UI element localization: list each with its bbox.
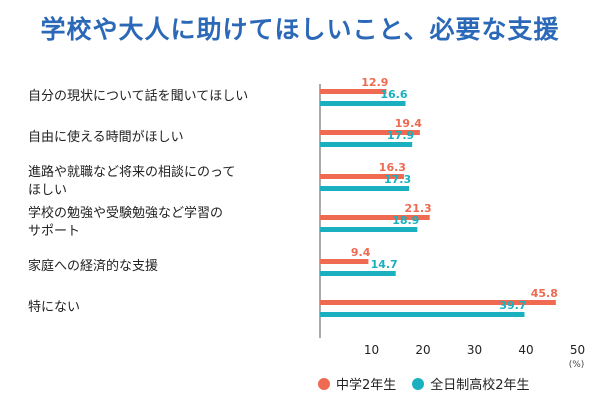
data-label-series-1: 9.4	[351, 246, 371, 259]
category-label: 家庭への経済的な支援	[28, 258, 298, 276]
category-label: 自分の現状について話を聞いてほしい	[28, 88, 298, 106]
category-label-line: 学校の勉強や受験勉強など学習の	[28, 206, 224, 221]
data-label-series-1: 21.3	[405, 202, 432, 215]
data-label-series-2: 17.3	[384, 173, 411, 186]
bar-series-1	[320, 300, 556, 305]
data-label-series-2: 17.9	[387, 129, 414, 142]
category-label-line: ほしい	[28, 183, 68, 198]
category-label: 自由に使える時間がほしい	[28, 129, 298, 147]
bar-series-2	[320, 101, 406, 106]
x-tick-label: 30	[467, 343, 482, 357]
bar-series-1	[320, 215, 430, 220]
bar-series-1	[320, 174, 404, 179]
data-label-series-2: 16.6	[380, 88, 407, 101]
bar-series-2	[320, 186, 410, 191]
category-label-line: 家庭への経済的な支援	[28, 259, 159, 274]
category-label: 特にない	[28, 299, 298, 317]
category-label-line: 自由に使える時間がほしい	[28, 130, 184, 145]
bar-series-2	[320, 142, 413, 147]
bar-series-2	[320, 271, 396, 276]
data-label-series-1: 19.4	[395, 117, 422, 130]
category-label: 学校の勉強や受験勉強など学習の サポート	[28, 205, 298, 241]
legend-label-series-2: 全日制高校2年生	[430, 378, 530, 393]
data-label-series-1: 16.3	[379, 161, 406, 174]
legend: 中学2年生 全日制高校2年生	[318, 374, 530, 393]
category-label-line: 自分の現状について話を聞いてほしい	[28, 89, 249, 104]
x-unit-label: (%)	[569, 360, 585, 370]
x-tick-label: 20	[415, 343, 430, 357]
legend-item-series-1: 中学2年生	[318, 374, 396, 393]
bar-series-1	[320, 259, 369, 264]
data-label-series-2: 18.9	[392, 214, 419, 227]
data-label-series-2: 39.7	[499, 299, 526, 312]
legend-label-series-1: 中学2年生	[336, 378, 397, 393]
legend-item-series-2: 全日制高校2年生	[412, 374, 530, 393]
data-label-series-1: 12.9	[361, 76, 388, 89]
x-tick-label: 10	[364, 343, 379, 357]
bar-series-2	[320, 312, 525, 317]
data-label-series-1: 45.8	[531, 287, 558, 300]
category-label: 進路や就職など将来の相談にのって ほしい	[28, 164, 298, 200]
legend-marker-series-2	[412, 377, 425, 390]
category-label-line: 特にない	[28, 300, 81, 315]
x-tick-label: 40	[518, 343, 533, 357]
bar-series-1	[320, 89, 387, 94]
data-label-series-2: 14.7	[371, 258, 398, 271]
chart-title: 学校や大人に助けてほしいこと、必要な支援	[40, 15, 560, 44]
category-label-line: 進路や就職など将来の相談にのって	[28, 165, 236, 180]
bar-series-2	[320, 227, 418, 232]
x-tick-label: 50	[570, 343, 585, 357]
category-label-line: サポート	[28, 224, 81, 239]
bar-series-1	[320, 130, 420, 135]
legend-marker-series-1	[318, 377, 330, 390]
